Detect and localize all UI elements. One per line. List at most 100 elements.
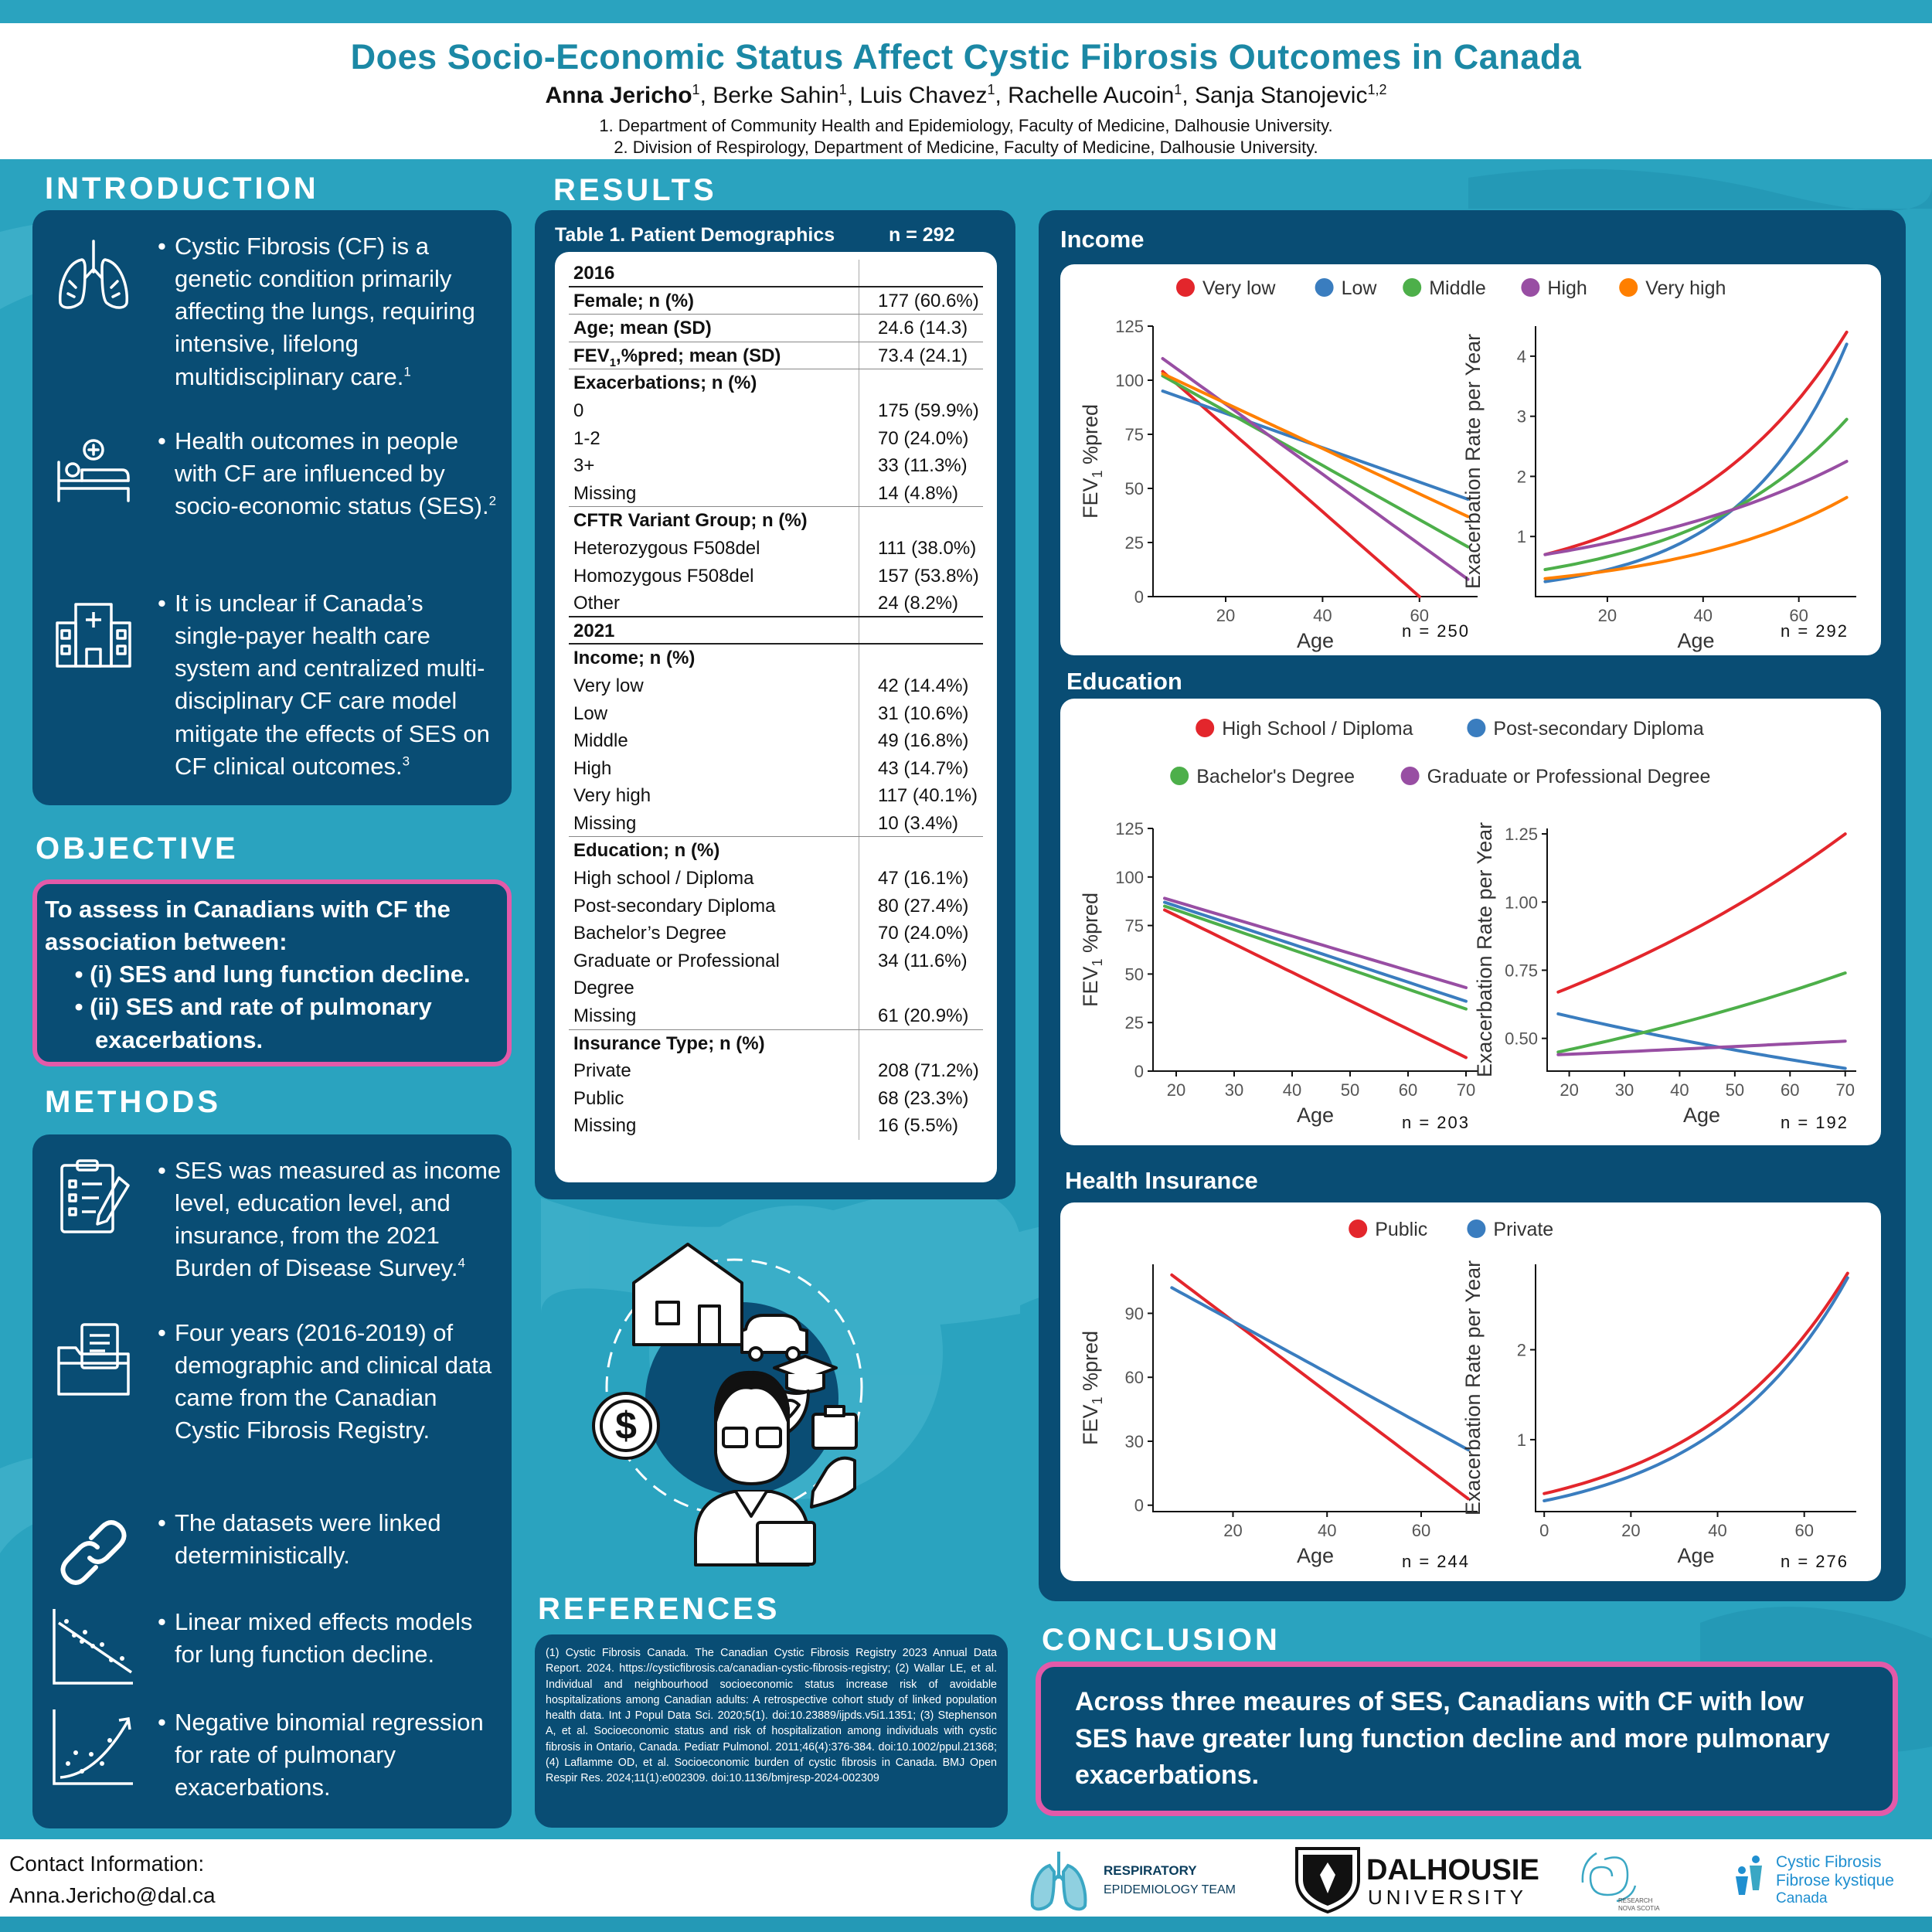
author-name: Luis Chavez (859, 83, 988, 108)
table-row-label: Low (573, 702, 608, 724)
legend-swatch (1349, 1219, 1368, 1238)
table-row-label: Very high (573, 785, 651, 807)
table-row-label: 3+ (573, 455, 595, 477)
table-row-label: 2016 (573, 263, 615, 284)
table-row-label: Degree (573, 978, 634, 999)
legend-swatch (1619, 278, 1638, 297)
legend-item: Graduate or Professional Degree (1400, 766, 1711, 787)
series-line (1556, 832, 1847, 994)
x-tick-label: 40 (1283, 1080, 1301, 1100)
intro-item: Cystic Fibrosis (CF) is a genetic condit… (51, 230, 499, 393)
logo-text: Cystic Fibrosis (1776, 1853, 1882, 1871)
logo-text: DALHOUSIE (1366, 1854, 1539, 1886)
sample-size-label: n = 250 (1402, 621, 1470, 641)
table-row-label: Bachelor’s Degree (573, 923, 726, 944)
table-row-value: 24 (8.2%) (878, 593, 959, 614)
contact-email[interactable]: Anna.Jericho@dal.ca (9, 1883, 216, 1907)
table-row-label: Female; n (%) (573, 290, 695, 311)
x-tick-label: 40 (1708, 1521, 1726, 1540)
poster-title: Does Socio-Economic Status Affect Cystic… (350, 37, 1582, 77)
x-tick-label: 50 (1341, 1080, 1359, 1100)
x-tick-label: 40 (1318, 1521, 1336, 1540)
x-tick-label: 20 (1167, 1080, 1185, 1100)
legend-label: Low (1342, 277, 1378, 299)
table-row-label: High school / Diploma (573, 868, 754, 889)
methods-text: SES was measured as income level, educat… (175, 1157, 502, 1282)
table-row-label: Income; n (%) (573, 648, 696, 669)
decline-plot-icon (53, 1609, 133, 1685)
legend-swatch (1196, 719, 1215, 737)
y-tick-label: 1.00 (1505, 893, 1538, 912)
table-row: Missing 16 (5.5%) (569, 1112, 983, 1140)
clipboard-icon (60, 1159, 130, 1233)
y-tick-label: 0.75 (1505, 961, 1538, 980)
series-line (1543, 495, 1849, 580)
logo-text: RESEARCH (1618, 1897, 1653, 1904)
table-row-value: 24.6 (14.3) (878, 318, 968, 339)
table-row: 2021 (569, 617, 983, 645)
table-row-label: Missing (573, 1005, 637, 1027)
logo-text: RESPIRATORY (1104, 1863, 1197, 1878)
axis-line (1546, 828, 1856, 1072)
table-row-label: Middle (573, 730, 628, 752)
dollar-icon: $ (615, 1404, 637, 1447)
table-row-label: Insurance Type; n (%) (573, 1032, 765, 1054)
x-tick-label: 20 (1216, 606, 1235, 625)
legend-swatch (1403, 278, 1422, 297)
table-row-value: 70 (24.0%) (878, 923, 969, 944)
legend-item: Bachelor's Degree (1170, 766, 1355, 787)
table-row: 3+ 33 (11.3%) (569, 452, 983, 480)
y-tick-label: 125 (1115, 317, 1144, 336)
respiratory-epidemiology-logo: RESPIRATORY EPIDEMIOLOGY TEAM (1030, 1852, 1236, 1911)
intro-text: Cystic Fibrosis (CF) is a genetic condit… (175, 233, 475, 390)
logo-text: Fibrose kystique (1776, 1872, 1894, 1889)
sample-size-label: n = 292 (1781, 621, 1849, 641)
x-tick-label: 20 (1560, 1080, 1578, 1100)
table-row-value: 10 (3.4%) (878, 812, 959, 834)
logo-text: NOVA SCOTIA (1618, 1905, 1660, 1912)
folder-icon (57, 1323, 130, 1396)
table-row-value: 73.4 (24.1) (878, 345, 968, 366)
demographics-panel: Table 1. Patient Demographics n = 292 20… (535, 210, 1015, 1199)
methods-item: The datasets were linked deterministical… (51, 1507, 507, 1595)
x-tick-label: 40 (1670, 1080, 1689, 1100)
author-name: Sanja Stanojevic (1194, 83, 1368, 108)
table-row-value: 68 (23.3%) (878, 1087, 969, 1109)
introduction-heading: INTRODUCTION (45, 172, 319, 206)
patient-bed-icon (57, 439, 130, 502)
affiliation-2: 2. Division of Respirology, Department o… (614, 137, 1318, 157)
table-row: Low 31 (10.6%) (569, 699, 983, 728)
y-axis-label: Exacerbation Rate per Year (1461, 1260, 1485, 1515)
objective-box: To assess in Canadians with CF the assoc… (32, 879, 512, 1066)
y-tick-label: 2 (1517, 1341, 1526, 1360)
y-tick-label: 75 (1125, 425, 1144, 444)
methods-item: Four years (2016-2019) of demographic an… (51, 1317, 507, 1447)
legend-label: Very low (1202, 277, 1276, 299)
table-row: Heterozygous F508del 111 (38.0%) (569, 534, 983, 563)
series-line (1556, 1012, 1847, 1070)
y-tick-label: 1 (1517, 527, 1526, 546)
education-heading: Education (1066, 668, 1182, 695)
table-row: 0 175 (59.9%) (569, 396, 983, 425)
y-axis-label: FEV1 %pred (1079, 1331, 1105, 1445)
intro-text: Health outcomes in people with CF are in… (175, 427, 489, 520)
references-heading: REFERENCES (538, 1592, 781, 1626)
series-line (1543, 460, 1849, 556)
table-row: Missing 14 (4.8%) (569, 479, 983, 508)
legend-label: Graduate or Professional Degree (1427, 766, 1711, 787)
y-axis-label: FEV1 %pred (1079, 893, 1105, 1007)
logo-text: Canada (1776, 1890, 1828, 1906)
table-row: 1-2 70 (24.0%) (569, 424, 983, 453)
legend-label: Middle (1429, 277, 1486, 299)
table-row-label: 1-2 (573, 427, 600, 449)
contact-label: Contact Information: (9, 1852, 205, 1876)
objective-heading: OBJECTIVE (36, 832, 239, 866)
education-chart-card: High School / Diploma Post-secondary Dipl… (1060, 699, 1881, 1145)
x-axis-label: Age (1683, 1104, 1720, 1127)
ses-illustration: $ (592, 1243, 863, 1566)
y-tick-label: 25 (1125, 1013, 1144, 1032)
legend-item: Very low (1176, 277, 1276, 299)
table-row-label: Missing (573, 1115, 637, 1137)
link-icon (60, 1520, 127, 1585)
series-line (1163, 904, 1468, 1011)
